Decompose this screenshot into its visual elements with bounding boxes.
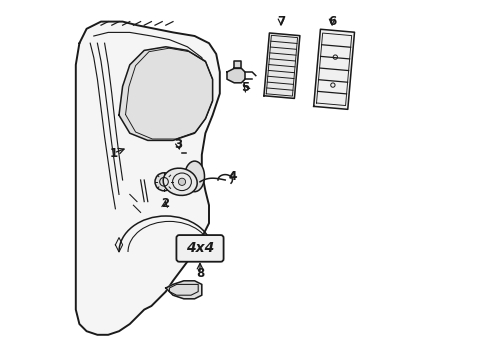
Text: 4x4: 4x4 — [186, 242, 214, 255]
Polygon shape — [234, 61, 242, 68]
Polygon shape — [166, 281, 202, 299]
Polygon shape — [119, 47, 213, 140]
Ellipse shape — [163, 168, 197, 195]
Text: 8: 8 — [196, 267, 204, 280]
Text: 7: 7 — [277, 15, 285, 28]
Polygon shape — [264, 33, 300, 98]
Polygon shape — [314, 29, 354, 109]
Text: 1: 1 — [110, 147, 118, 159]
Polygon shape — [227, 68, 245, 83]
Ellipse shape — [185, 161, 204, 192]
Text: 2: 2 — [161, 197, 169, 210]
Polygon shape — [76, 22, 220, 335]
Text: 4: 4 — [228, 170, 237, 183]
Text: 6: 6 — [328, 15, 336, 28]
FancyBboxPatch shape — [176, 235, 223, 262]
Circle shape — [155, 173, 173, 191]
Text: 3: 3 — [174, 138, 182, 150]
Text: 5: 5 — [241, 81, 249, 94]
Circle shape — [178, 178, 186, 185]
